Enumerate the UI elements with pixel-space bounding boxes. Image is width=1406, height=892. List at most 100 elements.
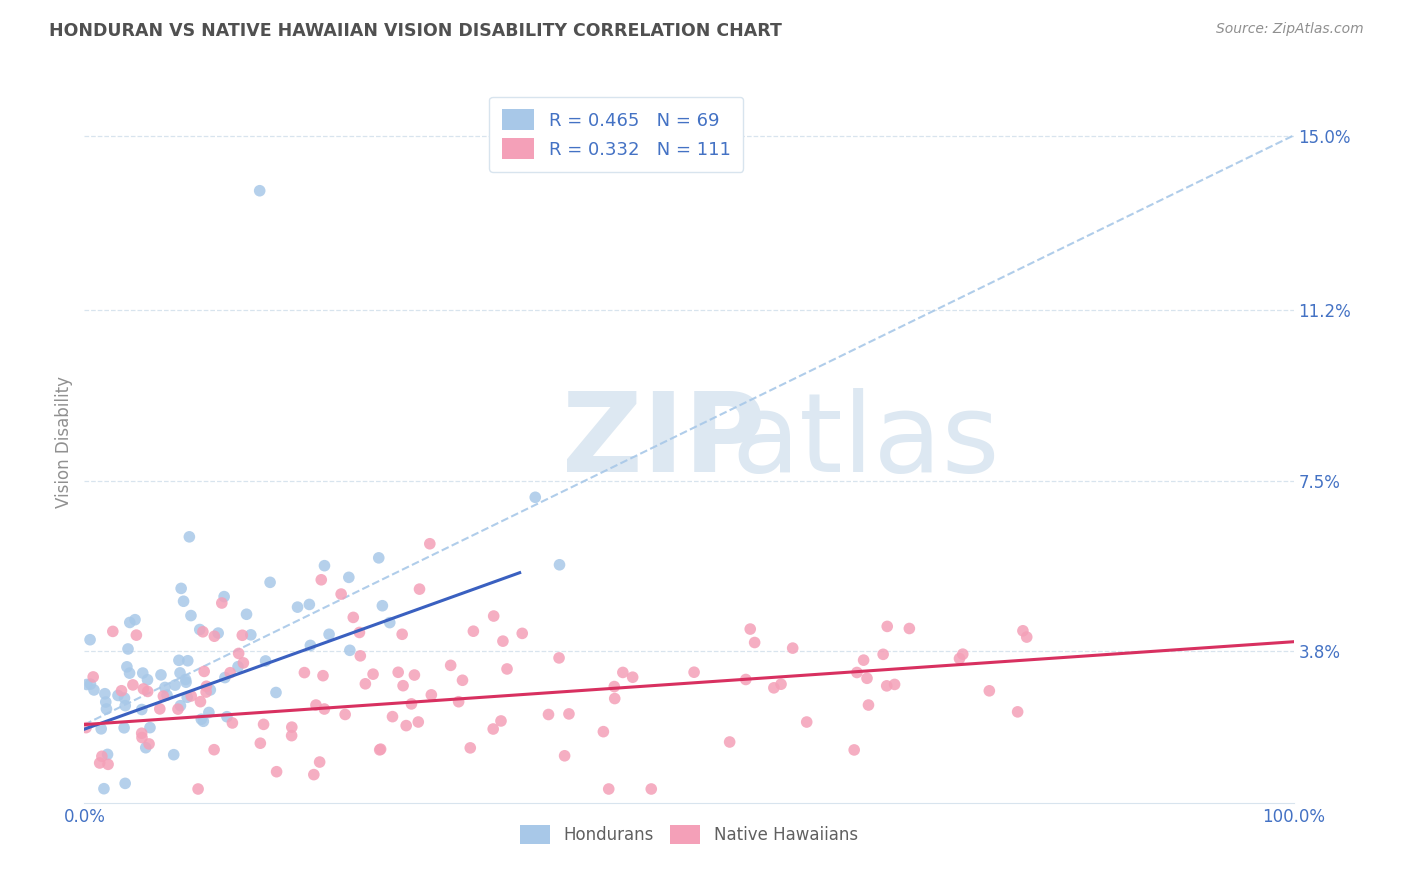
Point [202,629,225,643]
Point [239,628,262,642]
Point [228,647,250,661]
Point [354,677,377,691]
Point [89,756,111,770]
Point [401,697,423,711]
Point [1015,630,1038,644]
Point [333,707,356,722]
Point [598,782,620,797]
Y-axis label: Vision Disability: Vision Disability [55,376,73,508]
Point [117,642,139,657]
Point [118,666,141,681]
Point [169,665,191,680]
Point [156,688,179,702]
Point [952,647,974,661]
Point [219,665,242,680]
Point [349,625,371,640]
Point [368,743,391,757]
Point [294,665,316,680]
Point [132,681,155,696]
Point [872,648,894,662]
Point [852,653,875,667]
Point [167,702,190,716]
Point [112,721,135,735]
Point [198,706,221,720]
Point [612,665,634,680]
Point [378,615,401,630]
Point [769,677,792,691]
Point [482,722,505,736]
Point [179,530,201,544]
Point [207,626,229,640]
Point [537,707,560,722]
Point [592,724,614,739]
Point [211,596,233,610]
Point [153,681,176,695]
Point [361,667,384,681]
Point [200,682,222,697]
Point [131,702,153,716]
Point [165,678,187,692]
Point [458,740,481,755]
Point [170,582,193,596]
Point [173,594,195,608]
Point [82,670,104,684]
Point [249,184,271,198]
Point [856,671,879,685]
Point [371,599,394,613]
Point [447,695,470,709]
Point [124,613,146,627]
Point [621,670,644,684]
Point [191,624,214,639]
Point [101,624,124,639]
Point [845,665,868,680]
Point [115,660,138,674]
Point [266,764,288,779]
Point [640,782,662,797]
Point [190,712,212,726]
Point [782,641,804,656]
Point [93,781,115,796]
Point [193,714,215,729]
Point [232,656,254,670]
Point [96,702,118,716]
Point [139,721,162,735]
Point [1007,705,1029,719]
Point [510,626,533,640]
Point [132,666,155,681]
Point [75,721,97,735]
Point [215,710,238,724]
Point [136,684,159,698]
Point [898,622,921,636]
Point [883,677,905,691]
Point [367,550,389,565]
Point [281,720,304,734]
Point [136,673,159,687]
Point [948,651,970,665]
Point [339,643,361,657]
Text: ZIP: ZIP [562,388,765,495]
Point [318,627,340,641]
Point [152,689,174,703]
Point [79,632,101,647]
Point [299,639,322,653]
Point [259,575,281,590]
Point [118,615,141,630]
Point [90,749,112,764]
Point [844,743,866,757]
Point [603,691,626,706]
Point [740,622,762,636]
Point [314,558,336,573]
Point [489,714,512,728]
Point [195,685,218,699]
Point [114,691,136,706]
Point [114,776,136,790]
Point [235,607,257,622]
Point [249,736,271,750]
Point [391,627,413,641]
Point [876,679,898,693]
Point [177,654,200,668]
Point [419,537,441,551]
Point [131,731,153,745]
Point [342,610,364,624]
Point [330,587,353,601]
